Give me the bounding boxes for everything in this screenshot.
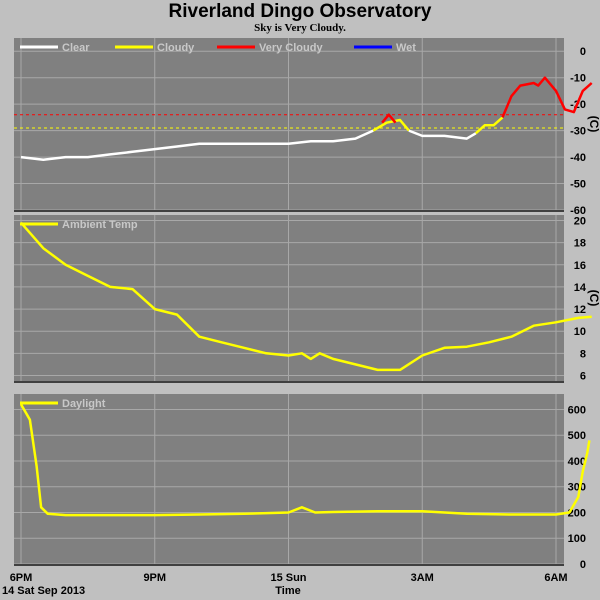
- y-tick-label: 500: [568, 430, 586, 442]
- legend-label: Very Cloudy: [259, 42, 323, 54]
- legend-label: Wet: [396, 42, 416, 54]
- legend-label: Daylight: [62, 398, 106, 410]
- y-tick-label: 16: [574, 260, 586, 272]
- daylight-panel: 600 500 400 300 200 100 0 Daylight: [14, 394, 591, 571]
- sky-temp-panel: 0-10-20-30-40-50-60(C)Clear Cloudy Very Cl…: [14, 38, 600, 217]
- y-tick-label: 10: [574, 326, 586, 338]
- series-line: [20, 129, 374, 161]
- x-tick-label: 9PM: [143, 572, 166, 584]
- legend-label: Clear: [62, 42, 90, 54]
- y-tick-label: -40: [570, 152, 586, 164]
- y-tick-label: -60: [570, 205, 586, 217]
- y-tick-label: 0: [580, 46, 586, 58]
- legend-label: Ambient Temp: [62, 219, 138, 231]
- series-line: [501, 76, 593, 118]
- y-tick-label: 12: [574, 304, 586, 316]
- y-tick-label: 8: [580, 348, 586, 360]
- y-tick-label: 300: [568, 482, 586, 494]
- y-tick-label: 200: [568, 507, 586, 519]
- y-tick-label: -50: [570, 179, 586, 191]
- x-tick-label: 15 Sun: [270, 572, 306, 584]
- x-tick-label: 6AM: [544, 572, 567, 584]
- series-line: [19, 403, 591, 517]
- unit-label: (C): [587, 116, 600, 133]
- y-tick-label: 20: [574, 216, 586, 228]
- y-tick-label: 18: [574, 238, 586, 250]
- series-line: [381, 113, 397, 124]
- y-tick-label: -30: [570, 126, 586, 138]
- panel-edge: [14, 210, 564, 212]
- sky-status: Sky is Very Cloudy.: [254, 22, 346, 34]
- panel-edge: [14, 564, 564, 566]
- date-label: 14 Sat Sep 2013: [2, 585, 85, 597]
- x-axis-title: Time: [275, 585, 300, 597]
- panel-edge: [14, 381, 564, 383]
- legend-label: Cloudy: [157, 42, 195, 54]
- y-tick-label: 400: [568, 456, 586, 468]
- chart-title: Riverland Dingo Observatory: [168, 1, 432, 22]
- y-tick-label: 100: [568, 533, 586, 545]
- series-line: [474, 116, 504, 135]
- unit-label: (C): [587, 290, 600, 307]
- y-tick-label: -10: [570, 73, 586, 85]
- y-tick-label: 600: [568, 404, 586, 416]
- series-line: [20, 221, 592, 372]
- x-tick-label: 3AM: [411, 572, 434, 584]
- ambient-temp-panel: 20 18 16 14 12 10 8 6 (C) Ambient Temp: [14, 215, 600, 383]
- y-tick-label: 14: [574, 282, 587, 294]
- y-tick-label: 0: [580, 559, 586, 571]
- x-tick-label: 6PM: [10, 572, 33, 584]
- y-tick-label: 6: [580, 370, 586, 382]
- series-line: [408, 129, 477, 140]
